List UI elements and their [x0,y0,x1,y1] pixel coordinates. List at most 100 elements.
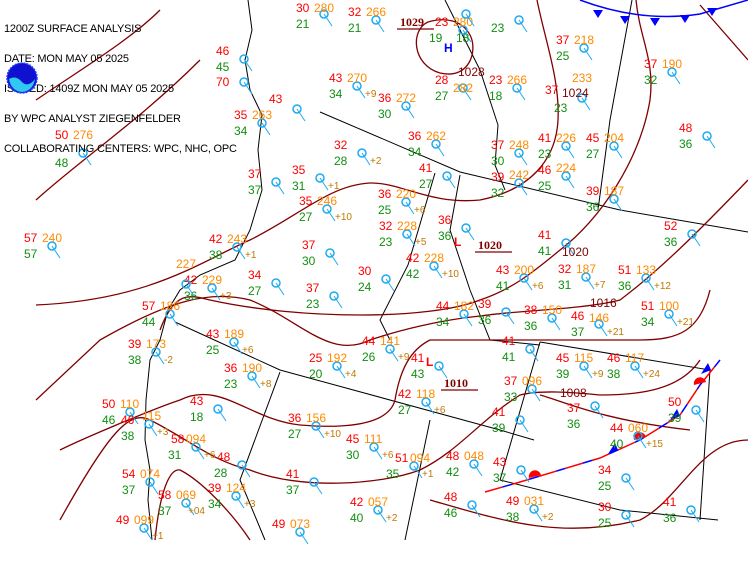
temperature-label: 57 [142,299,156,313]
wind-barb-icon [275,181,285,195]
pressure-tendency-label: +9 [365,89,377,100]
temperature-label: 42 [406,251,420,265]
station-circle-icon [139,523,149,533]
dewpoint-label: 30 [378,107,392,121]
temperature-label: 36 [378,187,392,201]
station-circle-icon [229,337,239,347]
station-plot: 58 069 37 +04 [158,488,205,518]
border-line [444,0,506,191]
pressure-tendency-label: +1 [422,469,434,480]
wind-barb-icon [613,198,623,212]
wind-barb-icon [706,135,716,149]
temperature-label: 51 [641,299,655,313]
temperature-label: 43 [329,71,343,85]
temperature-label: 32 [558,262,572,276]
wind-barb-icon [581,97,591,111]
temperature-label: 50 [102,397,116,411]
station-plot: 51 100 34 +21 [641,299,694,329]
temperature-label: 45 [346,432,360,446]
station-plot: 48 048 42 [446,449,484,479]
station-circle-icon [579,361,589,371]
station-circle-icon [687,229,697,239]
pressure-label: 182 [454,299,474,313]
station-circle-icon [577,93,587,103]
pressure-tendency-label: +15 [646,439,663,450]
isobar-left [35,9,201,201]
temperature-label: 46 [571,309,585,323]
dewpoint-label: 34 [329,87,343,101]
station-plot: 57 186 44 [142,299,180,329]
dewpoint-label: 26 [362,350,376,364]
station-circle-icon [239,54,249,64]
dewpoint-label: 23 [538,147,552,161]
pressure-label: 060 [628,421,648,435]
station-plot: 58 094 31 +6 [168,432,216,462]
wind-barb-icon [275,282,285,296]
wind-barb-icon [241,464,251,478]
station-circle-icon [461,9,471,19]
station-circle-icon [561,141,571,151]
station-circle-icon [402,229,412,239]
wind-barb-icon [51,245,61,259]
wind-barb-icon [233,341,243,355]
station-circle-icon [309,477,319,487]
station-plot: 43 189 25 +6 [206,327,254,357]
station-plot: 23 266 18 [489,73,527,103]
dewpoint-label: 38 [209,248,223,262]
station-plot: 32 228 23 +5 [379,219,427,249]
temperature-label: 49 [272,517,286,531]
isobar-label: 1016 [590,296,617,310]
wind-barb-icon [433,265,443,279]
station-circle-icon [371,15,381,25]
temperature-label: 37 [491,138,505,152]
wind-barb-icon [329,252,339,266]
station-plot: 42 229 36 +3 [184,273,232,303]
dewpoint-label: 27 [435,89,449,103]
pressure-label: 133 [636,263,656,277]
wind-barb-icon [565,145,575,159]
temperature-label: 50 [668,395,682,409]
wind-barb-icon [519,419,529,433]
pressure-label: 073 [290,517,310,531]
temperature-label: 49 [116,513,130,527]
isobar-label: 1020 [562,245,589,259]
pressure-label: 218 [574,33,594,47]
pressure-tendency-label: +5 [415,237,427,248]
temperature-label: 41 [286,467,300,481]
station-plot: 42 118 27 +6 [398,387,446,417]
station-circle-icon [469,459,479,469]
dewpoint-label: 33 [504,390,518,404]
temperature-label: 39 [478,297,492,311]
wind-barb-icon [462,87,472,101]
station-plot: 49 031 38 +2 [506,494,554,524]
station-circle-icon [514,148,524,158]
pressure-tendency-label: +9 [398,352,410,363]
pressure-label: 124 [226,481,246,495]
station-circle-icon [527,384,537,394]
temperature-label: 43 [269,92,283,106]
dewpoint-label: 30 [491,154,505,168]
station-circle-icon [295,527,305,537]
pressure-label: 115 [142,409,161,423]
warm-front-semicircle [693,377,706,385]
station-plot: 37 233 23 [545,71,592,115]
station-circle-icon [514,15,524,25]
temperature-label: 42 [350,495,364,509]
pressure-tendency-label: +12 [654,281,671,292]
station-circle-icon [357,148,367,158]
wind-barb-icon [473,463,483,477]
station-circle-icon [231,491,241,501]
station-plot: 32 266 21 [348,5,386,35]
cold-front-triangle [608,443,618,454]
wind-barb-icon [516,87,526,101]
central-pressure-label: 1010 [444,376,468,390]
pressure-label: 048 [464,449,484,463]
border-line [319,111,748,233]
pressure-label: 248 [509,138,529,152]
